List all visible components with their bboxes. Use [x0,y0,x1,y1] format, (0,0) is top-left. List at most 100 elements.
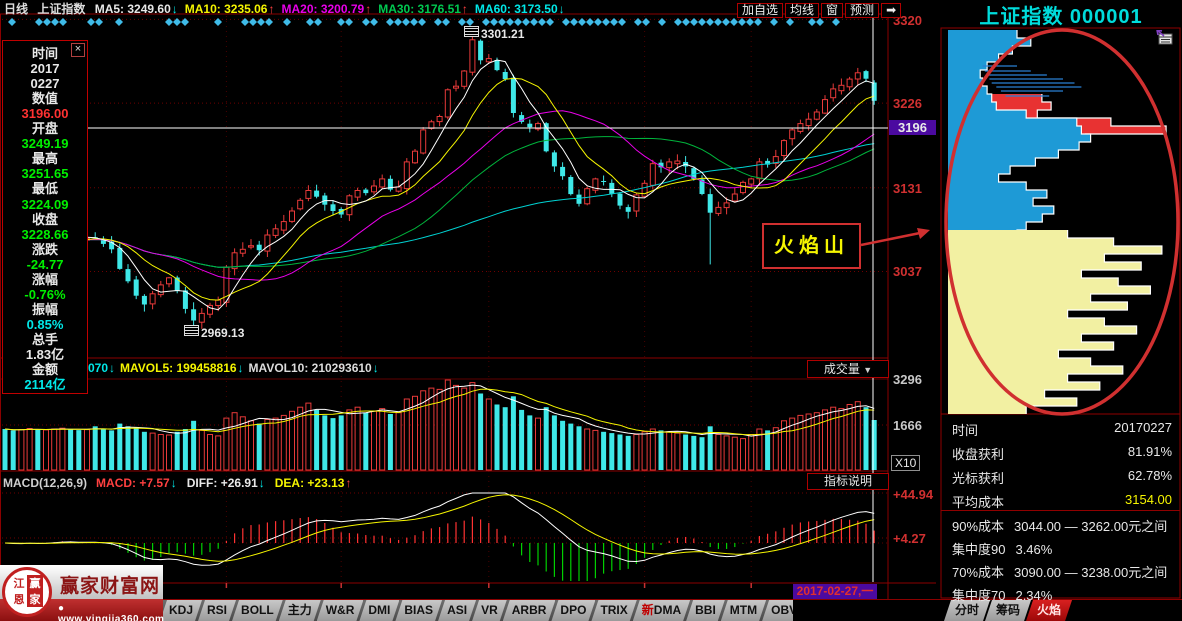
header-button[interactable]: 均线 [785,3,820,18]
indicator-tab-RSI[interactable]: RSI [198,600,236,621]
info-row: 最低 [31,181,58,197]
volume-ma-lines [4,384,875,437]
indicator-tab-OBV[interactable]: OBV [762,600,793,621]
indicator-tab-主力[interactable]: 主力 [279,600,321,621]
stat-row: 光标获利 62.78% [952,468,1172,486]
period-label[interactable]: 日线 [4,2,29,16]
panel-borders [0,13,1182,600]
ma-lines-layer [4,59,875,311]
volume-indicator-dropdown[interactable]: 成交量 ▼ [807,360,889,378]
indicator-tab-ARBR[interactable]: ARBR [503,600,556,621]
indicator-tab-TRIX[interactable]: TRIX [591,600,636,621]
brand-logo: 江赢 恩家 赢家财富网 ● www.yingjia360.com [0,565,165,621]
stat-row: 集中度90 3.46% [952,542,1053,557]
flag-icon [184,325,199,336]
price-axis-label: 3037 [893,264,922,279]
header-button[interactable]: 预测 [845,3,880,18]
info-row: -0.76% [24,286,66,302]
logo-url: ● www.yingjia360.com [58,603,165,621]
indicator-tab-BIAS[interactable]: BIAS [395,600,442,621]
quote-info-panel: × 时间 2017 0227 数值 3196.00 开盘 3249.19 最高 3251.65 最… [2,40,88,394]
info-row: 0.85% [26,316,64,332]
indicator-tab-KDJ[interactable]: KDJ [160,600,202,621]
info-row: 3228.66 [21,226,69,242]
ma-item: MA60: 3173.50↓ [474,2,565,16]
stat-row: 70%成本 3090.00 — 3238.00元之间 [952,565,1168,580]
info-row: 收盘 [31,211,58,227]
indicator-tab-新DMA[interactable]: 新DMA [633,600,690,621]
stat-row: 平均成本 3154.00 [952,492,1172,510]
indicator-tab-W&R[interactable]: W&R [317,600,364,621]
indicator-toolbar: KDJ RSI BOLL 主力 W&R DMI BIAS ASI VR ARBR DPO TRIX 新D… [160,600,793,621]
info-row: -24.77 [26,256,64,272]
header: 日线 上证指数 MA5: 3249.60↓ MA10: 3235.06↑ MA20:… [0,0,1182,16]
header-button[interactable]: 加自选 [737,3,784,18]
macd-header: MACD(12,26,9) MACD: +7.57↓ DIFF: +26.91↓ DE… [3,476,352,490]
panel-tab-火焰[interactable]: 火焰 [1026,600,1072,621]
right-panel-tabs: 分时 筹码 火焰 [944,600,1067,621]
info-row: 总手 [31,331,58,347]
flame-chart [940,27,1181,599]
header-buttons: 加自选 均线窗预测 ➡ [737,1,903,19]
chevron-down-icon: ▼ [863,365,873,375]
indicator-tab-DPO[interactable]: DPO [551,600,595,621]
ma-item: MA10: 3235.06↑ [184,2,275,16]
stat-row: 90%成本 3044.00 — 3262.00元之间 [952,519,1168,534]
volume-axis-label: 3296 [893,372,922,387]
indicator-help-button[interactable]: 指标说明 [807,473,889,490]
collapse-arrow-icon[interactable]: ➡ [881,3,902,18]
info-row: 金额 [31,362,58,378]
stat-row: 收盘获利 81.91% [952,444,1172,462]
high-annotation: 3301.21 [464,26,524,41]
event-diamond-markers[interactable] [8,18,840,26]
header-button[interactable]: 窗 [821,3,844,18]
price-axis-label: 3131 [893,181,922,196]
volume-header: 070↓ MAVOL5: 199458816↓ MAVOL10: 210293610… [88,361,379,375]
volume-unit-label: X10 [891,455,921,471]
info-row: 数值 [31,91,58,107]
panel-tab-筹码[interactable]: 筹码 [985,600,1031,621]
close-icon[interactable]: × [71,43,85,57]
seal-icon: 江赢 恩家 [2,567,52,617]
info-row: 振幅 [31,301,58,317]
info-row: 3249.19 [21,136,69,152]
ma-item: MA30: 3176.51↑ [378,2,468,16]
ma-item: MA20: 3200.79↑ [281,2,372,16]
cursor-date-label: 2017-02-27,一 [793,584,877,599]
indicator-tab-MTM[interactable]: MTM [721,600,766,621]
logo-title: 赢家财富网 [60,576,161,597]
info-row: 1.83亿 [25,347,65,362]
info-row: 开盘 [31,121,58,137]
indicator-tab-ASI[interactable]: ASI [438,600,476,621]
symbol-label[interactable]: 上证指数 [37,2,86,16]
info-row: 3224.09 [21,196,69,212]
ma-item: MA5: 3249.60↓ [94,2,178,16]
info-row: 时间 [31,46,58,61]
indicator-tab-BBI[interactable]: BBI [686,600,725,621]
low-annotation: 2969.13 [184,325,244,340]
info-row: 2017 [30,61,60,77]
flag-icon [464,26,479,37]
info-row: 0227 [30,76,60,92]
macd-axis-label: +4.27 [893,531,926,546]
indicator-tab-BOLL[interactable]: BOLL [232,600,283,621]
info-row: 3196.00 [21,106,69,122]
info-row: 最高 [31,151,58,167]
price-axis-label: 3226 [893,96,922,111]
stat-row: 集中度70 2.34% [952,588,1053,603]
info-row: 2114亿 [24,377,66,393]
info-row: 涨跌 [31,241,58,257]
candlestick-layer [2,36,877,333]
right-panel-title: 上证指数 000001 [979,6,1143,28]
info-row: 3251.65 [21,166,69,182]
info-row: 涨幅 [31,271,58,287]
cursor-price-label: 3196 [889,120,936,135]
volume-bars-layer [2,379,877,471]
panel-tab-分时[interactable]: 分时 [944,600,990,621]
indicator-tab-DMI[interactable]: DMI [359,600,399,621]
indicator-tab-VR[interactable]: VR [472,600,507,621]
macd-lines [4,492,875,566]
popout-icon[interactable] [1156,30,1173,45]
